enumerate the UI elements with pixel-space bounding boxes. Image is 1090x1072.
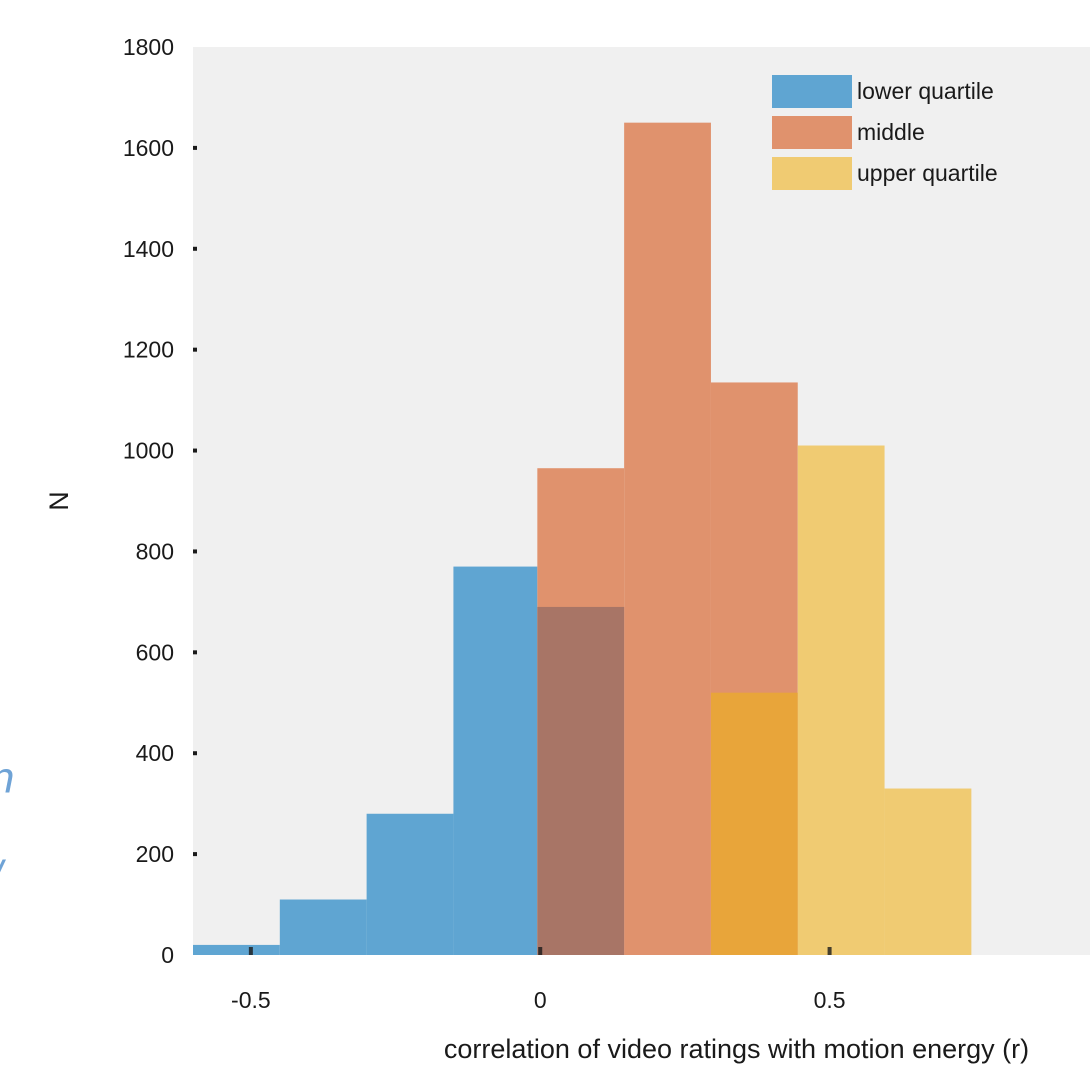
y-axis-label: N: [44, 491, 74, 511]
bar-lower-quartile-2: [366, 813, 454, 955]
x-tick-mark-2: [827, 947, 832, 955]
x-tick-label-0: -0.5: [231, 987, 271, 1013]
y-tick-mark-1400: [193, 246, 197, 251]
y-tick-mark-200: [193, 852, 197, 857]
y-tick-label-200: 200: [136, 841, 174, 867]
legend-swatch-2: [772, 157, 852, 190]
bar-lower-quartile-0: [193, 944, 280, 955]
y-tick-label-600: 600: [136, 639, 174, 665]
x-axis-label: correlation of video ratings with motion…: [444, 1034, 1029, 1064]
legend-label-2: upper quartile: [857, 160, 998, 186]
bar-lower-quartile-1: [279, 899, 367, 955]
y-tick-label-1600: 1600: [123, 135, 174, 161]
x-tick-label-2: 0.5: [814, 987, 846, 1013]
y-tick-label-1800: 1800: [123, 34, 174, 60]
y-tick-mark-400: [193, 751, 197, 756]
legend: lower quartile middle upper quartile: [772, 75, 998, 190]
y-tick-label-1400: 1400: [123, 236, 174, 262]
left-edge-glyphs: n/: [0, 753, 14, 900]
y-tick-mark-800: [193, 549, 197, 554]
bar-upper-quartile-0: [797, 445, 885, 955]
bar-overlap-1: [710, 692, 798, 955]
legend-label-0: lower quartile: [857, 78, 994, 104]
y-tick-mark-1600: [193, 145, 197, 150]
y-tick-mark-1000: [193, 448, 197, 453]
legend-swatch-0: [772, 75, 852, 108]
bar-lower-quartile-3: [453, 566, 538, 955]
y-tick-label-1200: 1200: [123, 337, 174, 363]
y-tick-label-0: 0: [161, 942, 174, 968]
y-tick-label-800: 800: [136, 538, 174, 564]
x-tick-label-1: 0: [534, 987, 547, 1013]
x-axis-ticks: -0.5 0 0.5: [231, 947, 846, 1013]
x-tick-mark-0: [248, 947, 253, 955]
bar-overlap-0: [537, 606, 625, 955]
y-axis-ticks: 0 200 400 600 800 1000 1200 1400 1600 1800: [123, 34, 197, 968]
y-tick-mark-1200: [193, 347, 197, 352]
legend-label-1: middle: [857, 119, 925, 145]
overlap-bars-layer: [537, 606, 798, 955]
y-tick-label-400: 400: [136, 740, 174, 766]
bar-upper-quartile-1: [884, 788, 972, 955]
y-tick-mark-600: [193, 650, 197, 655]
edge-glyph-1: /: [0, 852, 6, 901]
bar-middle-1: [624, 122, 711, 955]
y-tick-label-1000: 1000: [123, 438, 174, 464]
legend-swatch-1: [772, 116, 852, 149]
x-tick-mark-1: [538, 947, 543, 955]
edge-glyph-0: n: [0, 753, 14, 802]
